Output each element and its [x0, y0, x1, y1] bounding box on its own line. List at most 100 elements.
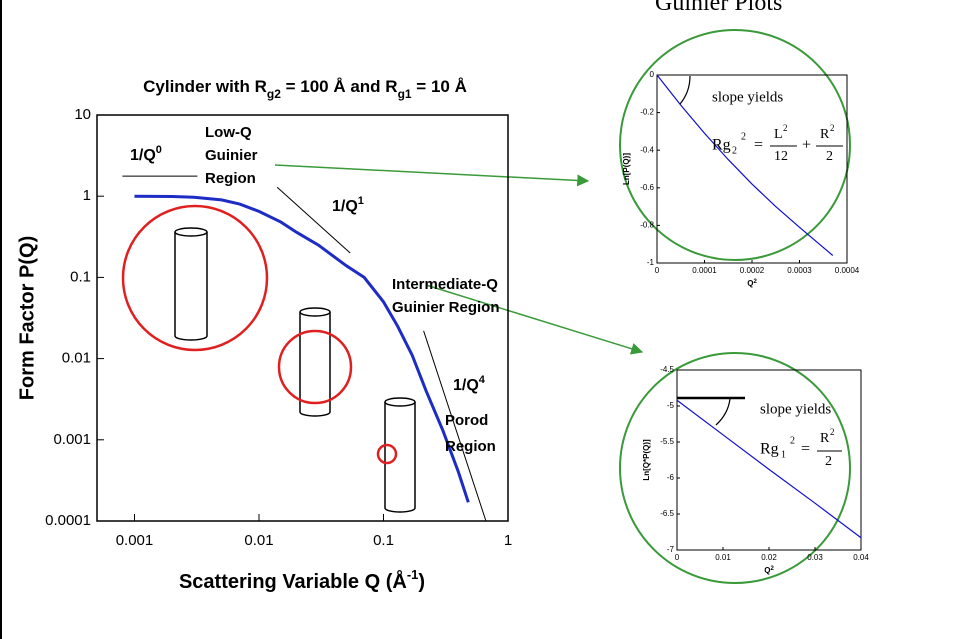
inset-circle — [619, 352, 851, 584]
y-tick-label: 0.0001 — [45, 512, 91, 529]
region-label: Guinier — [205, 147, 258, 164]
x-axis-label-part: -1 — [407, 567, 419, 582]
y-tick-label: 1 — [83, 187, 91, 204]
formula-part: Rg — [760, 441, 779, 458]
chart-title-part: = 100 Å and R — [281, 77, 398, 96]
y-tick-label: -4.5 — [660, 365, 674, 374]
formula-part: 2 — [825, 454, 832, 469]
slope-label-part: 1/Q — [332, 198, 358, 215]
x-axis-label: Q2 — [764, 566, 774, 576]
slope-label-part: 0 — [156, 144, 162, 156]
x-tick-label: 0.001 — [116, 532, 154, 549]
formula-part: 2 — [790, 435, 795, 446]
slope-label: 1/Q1 — [332, 195, 364, 215]
arrow — [274, 164, 590, 187]
slope-label-part: 1/Q — [130, 147, 156, 164]
note: slope yields — [712, 89, 783, 105]
cylinder-top — [174, 227, 208, 237]
chart-title-part: = 10 Å — [412, 77, 467, 96]
slope-label-part: 1/Q — [453, 377, 479, 394]
formula-part: 2 — [830, 123, 835, 133]
x-axis-label: Q2 — [747, 279, 757, 289]
x-tick-label: 0.0003 — [787, 266, 812, 275]
x-axis-label-part: Q — [764, 566, 770, 575]
x-axis-label-part: 2 — [770, 566, 774, 572]
y-tick-label: -0.6 — [640, 183, 654, 192]
data-line — [656, 74, 834, 256]
cylinders — [174, 227, 416, 513]
y-axis-label: Ln[Q*P(Q)] — [642, 439, 651, 481]
cylinder — [299, 312, 331, 417]
slope-label-part: 4 — [479, 374, 486, 386]
chart-title-part: g2 — [267, 87, 281, 101]
x-axis-label-part: Q — [747, 279, 753, 288]
formula-part: R — [820, 431, 830, 446]
y-tick-label: -5.5 — [660, 437, 674, 446]
formula-part: L — [774, 127, 783, 142]
x-axis-label-part: ) — [418, 571, 425, 593]
formula-part: 2 — [826, 149, 833, 164]
size-circle — [376, 443, 398, 465]
formula-part: 2 — [783, 123, 788, 133]
y-tick-label: 0.001 — [53, 431, 91, 448]
x-tick-label: 0.01 — [244, 532, 273, 549]
y-tick-label: -6 — [667, 473, 675, 482]
x-tick-label: 0.04 — [853, 553, 869, 562]
x-tick-label: 0.0004 — [835, 266, 860, 275]
x-axis-label-part: 2 — [753, 279, 757, 285]
data-line — [676, 399, 862, 539]
slope-label: 1/Q0 — [130, 144, 162, 164]
region-label: Region — [445, 438, 496, 455]
formula-part: 2 — [741, 131, 746, 142]
region-label: Low-Q — [205, 124, 252, 141]
formula-part: 2 — [732, 145, 737, 156]
y-tick-label: -0.4 — [640, 145, 654, 154]
formula-part: 12 — [774, 149, 788, 164]
y-axis-label: Form Factor P(Q) — [16, 236, 38, 400]
note: slope yields — [760, 401, 831, 417]
slope-guide — [276, 186, 351, 254]
y-axis-label: Ln[P(Q)] — [622, 153, 631, 185]
y-tick-label: 10 — [74, 106, 91, 123]
angle-arc — [715, 398, 731, 426]
heading: Guinier Plots — [655, 0, 782, 16]
x-axis-label-part: Scattering Variable Q (Å — [179, 569, 407, 593]
cylinder-top — [299, 307, 331, 317]
chart-title-part: Cylinder with R — [143, 77, 267, 96]
size-circles — [121, 204, 398, 465]
x-tick-label: 0.0002 — [740, 266, 765, 275]
x-tick-label: 0 — [675, 553, 680, 562]
y-tick-label: -0.2 — [640, 108, 654, 117]
y-tick-label: -5 — [667, 401, 675, 410]
formula-part: R — [820, 127, 830, 142]
cylinder — [384, 402, 416, 513]
y-tick-label: -1 — [647, 258, 655, 267]
size-circle — [277, 329, 353, 405]
arrow — [425, 284, 644, 355]
slope-label: 1/Q4 — [453, 374, 486, 394]
chart-title-part: g1 — [398, 87, 412, 101]
x-tick-label: 0.01 — [715, 553, 731, 562]
inset-circle — [619, 29, 851, 261]
chart-title: Cylinder with Rg2 = 100 Å and Rg1 = 10 Å — [143, 77, 467, 101]
x-tick-label: 0.03 — [807, 553, 823, 562]
x-axis-label: Scattering Variable Q (Å-1) — [179, 567, 425, 593]
y-tick-label: -6.5 — [660, 509, 674, 518]
formula-part: 2 — [830, 427, 835, 437]
x-tick-label: 0.1 — [373, 532, 394, 549]
region-label: Intermediate-Q — [392, 276, 498, 293]
formula-part: = — [754, 137, 763, 154]
x-tick-label: 0.0001 — [692, 266, 717, 275]
plot-frame — [96, 114, 509, 522]
cylinder — [174, 232, 208, 341]
y-tick-label: 0.01 — [62, 350, 91, 367]
angle-arc — [679, 75, 691, 105]
cylinder-top — [384, 397, 416, 407]
region-label: Porod — [445, 412, 488, 429]
formula-part: 1 — [781, 449, 786, 460]
x-tick-label: 1 — [504, 532, 512, 549]
y-tick-label: 0.1 — [70, 268, 91, 285]
y-tick-label: -0.8 — [640, 221, 654, 230]
slope-guide — [423, 330, 487, 522]
